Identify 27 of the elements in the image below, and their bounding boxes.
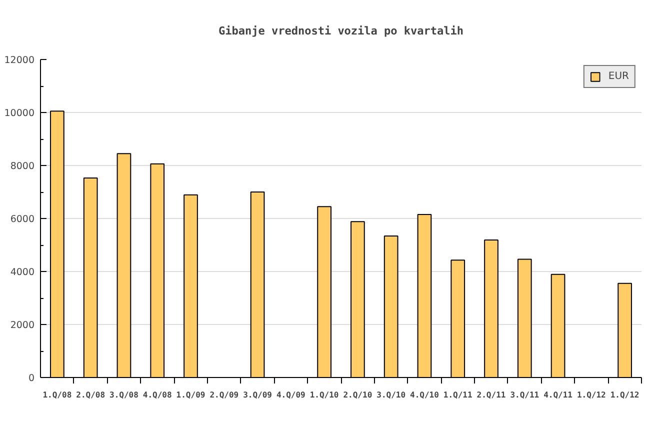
y-tick-label: 2000 bbox=[10, 320, 35, 331]
x-tick-label: 3.Q/08 bbox=[110, 390, 139, 400]
x-tick-label: 1.Q/11 bbox=[443, 390, 472, 400]
x-tick-label: 3.Q/10 bbox=[376, 390, 406, 400]
x-tick-label: 4.Q/08 bbox=[142, 390, 172, 400]
x-tick-label: 4.Q/09 bbox=[276, 390, 306, 400]
x-tick-label: 4.Q/11 bbox=[544, 390, 573, 400]
chart-title: Gibanje vrednosti vozila po kvartalih bbox=[218, 24, 464, 38]
x-tick-label: 1.Q/12 bbox=[576, 390, 606, 400]
y-tick-label: 0 bbox=[28, 373, 35, 384]
y-tick-label: 4000 bbox=[10, 267, 35, 278]
y-tick-label: 8000 bbox=[10, 161, 35, 172]
x-tick-label: 1.Q/09 bbox=[176, 390, 206, 400]
x-tick-label: 1.Q/12 bbox=[610, 390, 640, 400]
x-tick-label: 3.Q/09 bbox=[243, 390, 272, 400]
x-tick-label: 2.Q/09 bbox=[210, 390, 239, 400]
y-tick-label: 6000 bbox=[10, 214, 35, 225]
x-tick-label: 4.Q/10 bbox=[410, 390, 440, 400]
y-tick-label: 12000 bbox=[4, 55, 35, 66]
x-tick-label: 2.Q/08 bbox=[76, 390, 106, 400]
legend-label: EUR bbox=[608, 71, 629, 82]
x-tick-label: 3.Q/11 bbox=[510, 390, 540, 400]
x-tick-label: 1.Q/08 bbox=[42, 390, 72, 400]
x-tick-label: 2.Q/10 bbox=[343, 390, 372, 400]
y-tick-label: 10000 bbox=[4, 108, 35, 119]
x-tick-label: 1.Q/10 bbox=[310, 390, 339, 400]
x-tick-label: 2.Q/11 bbox=[476, 390, 506, 400]
